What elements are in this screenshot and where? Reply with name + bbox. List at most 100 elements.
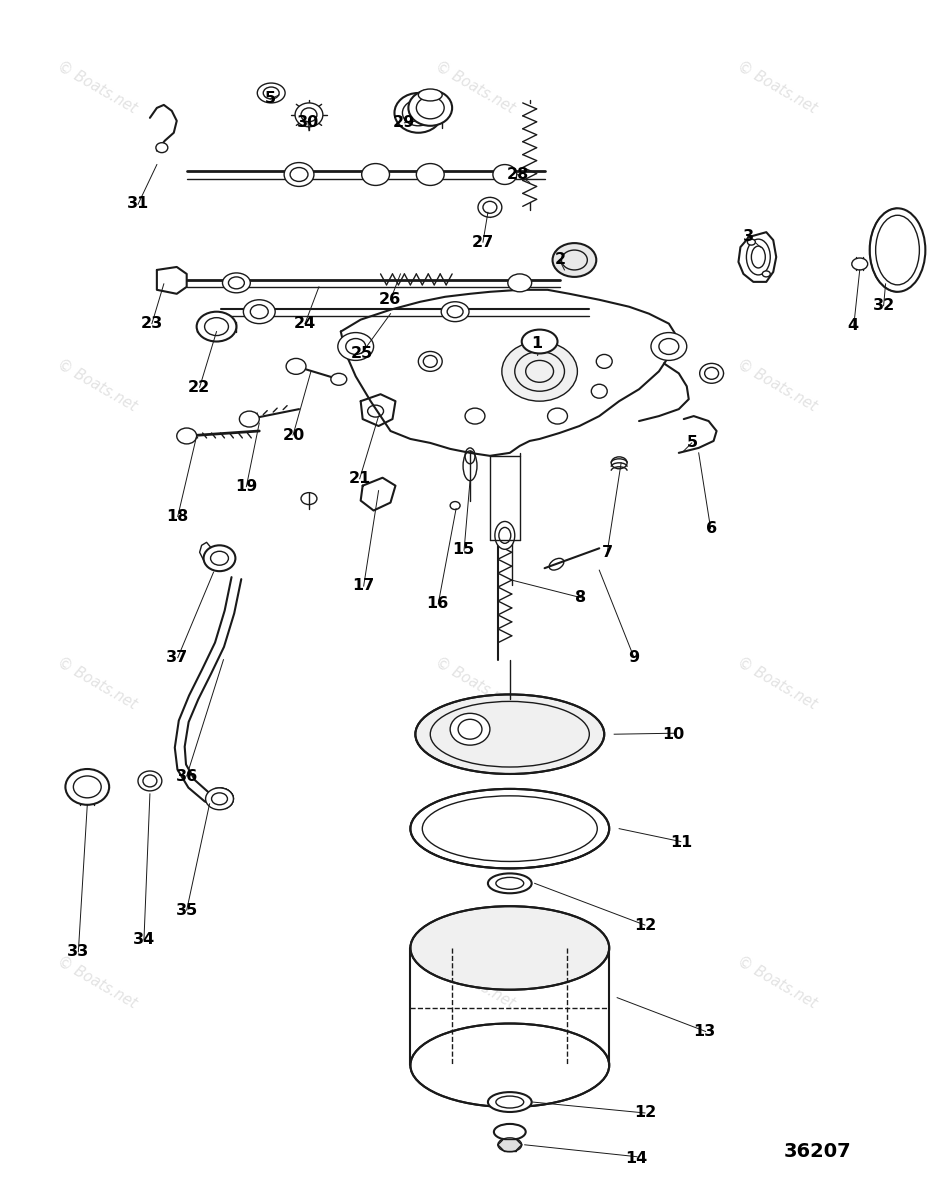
Ellipse shape [553,244,597,277]
Ellipse shape [197,312,237,342]
Text: 13: 13 [694,1025,715,1039]
Ellipse shape [243,300,276,324]
Text: 14: 14 [625,1151,648,1166]
Ellipse shape [408,90,452,126]
Text: © Boats.net: © Boats.net [735,953,820,1010]
Text: © Boats.net: © Boats.net [432,356,518,414]
Text: © Boats.net: © Boats.net [55,655,140,713]
Text: 9: 9 [628,649,639,665]
Text: 6: 6 [706,521,716,536]
Ellipse shape [700,364,724,383]
Text: 2: 2 [555,252,565,268]
Text: 29: 29 [393,115,415,131]
Ellipse shape [466,408,484,424]
Text: © Boats.net: © Boats.net [432,953,518,1010]
Ellipse shape [762,271,770,277]
Text: © Boats.net: © Boats.net [55,953,140,1010]
Text: 34: 34 [133,932,156,948]
Ellipse shape [852,258,867,270]
Ellipse shape [410,788,609,869]
Text: 11: 11 [670,835,692,850]
Text: 4: 4 [847,318,859,334]
Ellipse shape [222,272,250,293]
Text: 18: 18 [166,509,189,524]
Ellipse shape [177,428,197,444]
Ellipse shape [450,713,490,745]
Ellipse shape [441,301,469,322]
Text: 36: 36 [176,769,198,784]
Text: 26: 26 [379,292,401,307]
Ellipse shape [478,197,502,217]
Ellipse shape [66,769,109,805]
Ellipse shape [410,1024,609,1108]
Polygon shape [341,290,679,456]
Text: © Boats.net: © Boats.net [432,655,518,713]
Ellipse shape [331,373,347,385]
Text: 19: 19 [236,479,257,494]
Text: © Boats.net: © Boats.net [735,655,820,713]
Text: 12: 12 [634,918,656,934]
Text: 17: 17 [352,578,374,593]
Text: © Boats.net: © Boats.net [735,59,820,116]
Text: 31: 31 [126,197,149,211]
Text: 27: 27 [471,235,494,250]
Ellipse shape [239,412,259,427]
Text: 30: 30 [296,115,319,131]
Text: © Boats.net: © Boats.net [55,356,140,414]
Ellipse shape [494,1124,525,1140]
Ellipse shape [205,788,234,810]
Ellipse shape [257,83,285,103]
Ellipse shape [488,1092,532,1112]
Ellipse shape [450,502,460,510]
Ellipse shape [508,274,532,292]
Text: 1: 1 [531,336,542,352]
Polygon shape [361,478,395,510]
Polygon shape [738,232,776,282]
Ellipse shape [138,770,162,791]
Text: 23: 23 [141,316,163,331]
Ellipse shape [410,906,609,990]
Ellipse shape [502,342,578,401]
Text: 10: 10 [662,727,684,743]
Text: 8: 8 [575,590,586,605]
Ellipse shape [418,89,442,101]
Text: 5: 5 [687,436,698,450]
Text: 35: 35 [176,902,198,918]
Polygon shape [157,266,187,294]
Text: 33: 33 [67,944,89,960]
Ellipse shape [301,493,317,504]
Text: 12: 12 [634,1105,656,1121]
Text: 16: 16 [427,596,448,611]
Ellipse shape [547,408,567,424]
Text: 28: 28 [506,167,528,181]
Ellipse shape [338,332,373,360]
Ellipse shape [295,103,323,127]
Ellipse shape [416,163,445,186]
Ellipse shape [869,209,925,292]
Text: 24: 24 [294,316,316,331]
Text: © Boats.net: © Boats.net [735,356,820,414]
Text: © Boats.net: © Boats.net [432,59,518,116]
Text: © Boats.net: © Boats.net [55,59,140,116]
Text: 3: 3 [743,229,754,244]
Ellipse shape [286,359,306,374]
Text: 37: 37 [166,649,189,665]
Ellipse shape [362,163,389,186]
Polygon shape [361,395,395,426]
Ellipse shape [748,239,755,245]
Text: 32: 32 [873,298,895,313]
Text: 21: 21 [349,470,370,486]
Ellipse shape [415,695,604,774]
Text: 15: 15 [452,542,475,557]
Text: 20: 20 [282,428,305,443]
Ellipse shape [597,354,612,368]
Ellipse shape [495,522,515,550]
Ellipse shape [488,874,532,893]
Ellipse shape [498,1138,522,1152]
Text: 25: 25 [351,346,372,360]
Ellipse shape [493,164,517,185]
Text: 36207: 36207 [784,1142,852,1162]
Ellipse shape [611,457,627,469]
Ellipse shape [591,384,607,398]
Ellipse shape [203,545,236,571]
